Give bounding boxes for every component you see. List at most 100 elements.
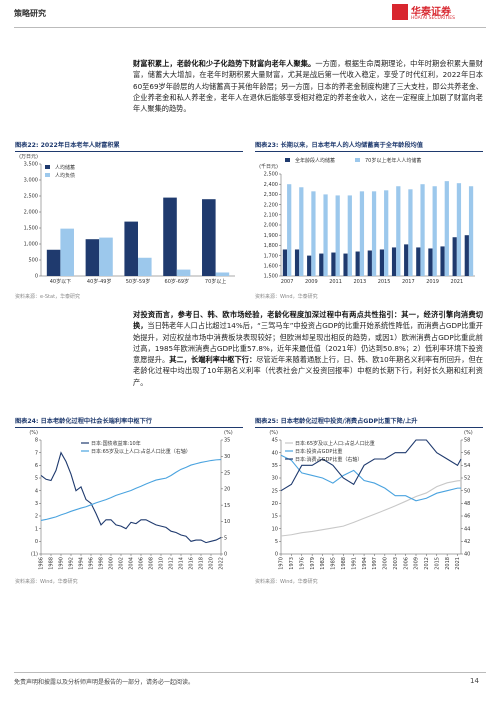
x-tick-label: 2013 xyxy=(353,279,366,285)
y2-tick-label: 54 xyxy=(464,463,470,469)
y2-tick-label: 10 xyxy=(224,519,230,525)
y2-tick-label: 44 xyxy=(464,526,470,532)
y-tick-label: 10 xyxy=(272,526,278,532)
bar xyxy=(428,248,433,276)
legend-label: 人均负债 xyxy=(55,172,75,179)
text: 一方面，根据生命周期理论，中年时期会积累大量财富，储蓄大大增加，在老年时期积累大… xyxy=(133,59,483,114)
line xyxy=(40,458,222,521)
x-tick-label: 2010 xyxy=(159,557,165,570)
x-tick-label: 2009 xyxy=(414,557,420,570)
header-rule xyxy=(14,27,486,28)
legend-label: 全年龄段人均储蓄 xyxy=(295,157,335,164)
y-tick-label: 5 xyxy=(35,476,38,482)
bar xyxy=(287,184,292,276)
y-tick-label: 15 xyxy=(272,514,278,520)
x-tick-label: 2019 xyxy=(426,279,439,285)
y2-tick-label: 35 xyxy=(224,438,230,444)
x-tick-label: 1990 xyxy=(59,557,65,570)
x-tick-label: 2021 xyxy=(450,279,463,285)
footer-rule xyxy=(14,672,486,673)
bar xyxy=(456,183,462,276)
y-tick-label: 1 xyxy=(35,526,38,532)
y-tick-label: 1,900 xyxy=(264,233,278,239)
x-tick-label: 2004 xyxy=(129,557,135,570)
logo-subtext: HUATAI SECURITIES xyxy=(411,16,456,21)
bar xyxy=(371,191,377,276)
y-axis-label: (万日元) xyxy=(19,154,38,160)
bar xyxy=(294,249,300,276)
bar xyxy=(85,239,100,276)
x-tick-label: 2000 xyxy=(383,557,389,570)
x-tick-label: 2014 xyxy=(179,557,185,570)
x-tick-label: 40岁以下 xyxy=(50,278,71,285)
y-tick-label: 20 xyxy=(272,501,278,507)
y-tick-label: 0 xyxy=(275,552,278,558)
chart: (万日元) 0 500 1,000 1,500 2,000 2,500 3,000 3,500 4… xyxy=(19,154,235,285)
y2-tick-label: 20 xyxy=(224,487,230,493)
x-tick-label: 2016 xyxy=(189,557,195,570)
bar xyxy=(359,191,365,276)
source-note: 资料来源：Wind，华泰研究 xyxy=(255,294,318,300)
bar xyxy=(391,247,397,276)
bar xyxy=(452,237,457,276)
bar xyxy=(282,249,288,276)
x-tick-label: 1988 xyxy=(49,557,55,570)
x-tick-label: 2020 xyxy=(209,557,215,570)
y-tick-label: 2,100 xyxy=(264,213,278,219)
x-tick-label: 2018 xyxy=(199,557,205,570)
bar xyxy=(307,255,312,276)
legend-label: 日本:65岁及以上人口:占总人口比重 xyxy=(295,440,375,447)
y2-axis-label: (%) xyxy=(464,430,473,436)
y-tick-label: 3 xyxy=(35,501,38,507)
x-tick-label: 1986 xyxy=(39,557,45,570)
x-tick-label: 2006 xyxy=(139,557,145,570)
text: 尽管近年来随着通胀上行，日、韩、欧10年期名义利率有所回升，但在老龄化过程中均出… xyxy=(133,355,483,387)
legend-label: 70岁以上老年人人均储蓄 xyxy=(365,157,421,164)
bar xyxy=(215,272,230,276)
figure-title: 图表23: 长期以来，日本老年人的人均储蓄高于全年龄段均值 xyxy=(255,140,483,152)
x-tick-label: 2003 xyxy=(393,557,399,570)
x-tick-label: 60岁-69岁 xyxy=(165,278,190,285)
y-tick-label: 0 xyxy=(35,274,38,280)
bar xyxy=(343,253,348,276)
y-tick-label: 1,500 xyxy=(264,274,278,280)
x-tick-label: 50岁-59岁 xyxy=(126,278,151,285)
legend-label: 日本:投资占GDP比重 xyxy=(295,448,342,455)
x-tick-label: 2009 xyxy=(305,279,318,285)
y-tick-label: 40 xyxy=(272,450,278,456)
x-tick-label: 1976 xyxy=(299,557,305,570)
bar xyxy=(379,249,385,276)
legend-swatch xyxy=(45,165,50,169)
y-tick-label: 5 xyxy=(275,539,278,545)
legend-label: 人均储蓄 xyxy=(55,164,75,171)
y-tick-label: 1,700 xyxy=(264,253,278,259)
x-tick-label: 1997 xyxy=(372,557,378,570)
bar xyxy=(420,184,425,276)
y2-tick-label: 30 xyxy=(224,454,230,460)
x-tick-label: 1992 xyxy=(69,557,75,570)
y-axis-label: (%) xyxy=(29,430,38,436)
legend-swatch xyxy=(285,158,290,162)
x-tick-label: 2000 xyxy=(109,557,115,570)
legend-label: 日本:国债收益率:10年 xyxy=(91,440,141,447)
x-tick-label: 1973 xyxy=(289,557,295,570)
x-tick-label: 1985 xyxy=(331,557,337,570)
paragraph: 财富积累上，老龄化和少子化趋势下财富向老年人聚集。一方面，根据生命周期理论，中年… xyxy=(133,58,483,114)
bar xyxy=(311,191,316,276)
y2-axis-label: (%) xyxy=(224,430,233,436)
line xyxy=(280,439,462,492)
y-tick-label: 2,500 xyxy=(24,194,38,200)
y2-tick-label: 48 xyxy=(464,501,470,507)
y2-tick-label: 0 xyxy=(224,552,227,558)
x-tick-label: 2017 xyxy=(402,279,415,285)
y-tick-label: 25 xyxy=(272,488,278,494)
chart: (%) (1) 0 1 2 3 4 5 6 7 8 (%) 0 5 10 15 20 25 30 35 1986 1988… xyxy=(29,430,233,570)
y-tick-label: 2 xyxy=(35,514,38,520)
chart: (%) 0 5 10 15 20 25 30 35 40 45 (%) 40 42 44 46 48 50 52 54… xyxy=(269,430,473,570)
x-tick-label: 2022 xyxy=(219,557,225,570)
x-tick-label: 1988 xyxy=(341,557,347,570)
bar xyxy=(384,190,389,276)
y-tick-label: 0 xyxy=(35,539,38,545)
bar xyxy=(468,186,474,276)
bar xyxy=(60,228,74,276)
